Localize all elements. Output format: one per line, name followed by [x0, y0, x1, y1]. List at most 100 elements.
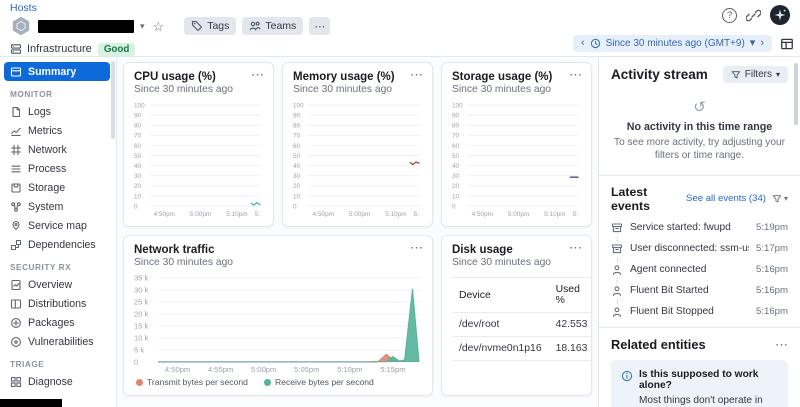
filters-caret-icon: ▾: [775, 70, 780, 79]
svg-text:10: 10: [293, 193, 301, 200]
svg-text:4:55pm: 4:55pm: [208, 365, 233, 374]
sidebar-item-process[interactable]: Process: [4, 159, 110, 178]
overview-icon: [10, 279, 22, 291]
card-menu-icon[interactable]: ⋯: [569, 67, 582, 82]
sidebar-scrollbar[interactable]: [111, 61, 115, 139]
event-row[interactable]: Fluent Bit Started 5:16pm: [611, 285, 788, 297]
svg-text:4:50pm: 4:50pm: [154, 211, 175, 218]
svg-text:5:: 5:: [414, 211, 420, 218]
related-entities-header: Related entities ⋯: [611, 337, 788, 352]
legend-dot: [263, 378, 271, 386]
svg-text:20: 20: [452, 183, 460, 190]
datagrid-icon[interactable]: [780, 37, 794, 51]
host-caret-icon[interactable]: ▾: [140, 20, 145, 31]
info-icon: [621, 370, 633, 382]
cards-grid: CPU usage (%) Since 30 minutes ago ⋯ 0 10…: [123, 62, 592, 396]
sidebar-item-storage[interactable]: Storage: [4, 178, 110, 197]
svg-text:60: 60: [134, 143, 142, 150]
right-panel-scrollbar[interactable]: [794, 63, 798, 125]
disk-table-cell: /dev/nvme0n1p16: [452, 336, 549, 361]
legend-label: Receive bytes per second: [274, 377, 374, 387]
card-subtitle: Since 30 minutes ago: [452, 257, 552, 268]
sidebar-item-diagnose[interactable]: Diagnose: [4, 372, 110, 391]
time-back-icon[interactable]: ‹: [580, 37, 585, 49]
svg-text:50: 50: [452, 153, 460, 160]
share-link-icon[interactable]: [746, 8, 761, 23]
sidebar-item-dependencies[interactable]: Dependencies: [4, 235, 110, 254]
related-more-icon[interactable]: ⋯: [775, 336, 788, 352]
svg-text:30 k: 30 k: [134, 285, 149, 294]
svg-text:70: 70: [293, 133, 301, 140]
svg-text:5:00pm: 5:00pm: [508, 211, 529, 218]
favorite-star-icon[interactable]: ☆: [152, 18, 165, 34]
svg-text:20: 20: [134, 183, 142, 190]
svg-text:0: 0: [293, 203, 297, 210]
filters-label: Filters: [744, 69, 772, 80]
card-menu-icon[interactable]: ⋯: [410, 67, 423, 82]
redacted-bar: [0, 399, 62, 407]
svg-text:5:: 5:: [255, 211, 261, 218]
card-menu-icon[interactable]: ⋯: [251, 67, 264, 82]
sidebar-item-summary[interactable]: Summary: [4, 62, 110, 81]
teams-button[interactable]: Teams: [242, 17, 304, 35]
sidebar-item-vulnerabilities[interactable]: Vulnerabilities: [4, 332, 110, 351]
related-entities-callout: Is this supposed to work alone? Most thi…: [611, 359, 788, 407]
event-row[interactable]: User disconnected: ssm-user 5:17pm: [611, 243, 788, 255]
sidebar: Summary MONITOR Logs Metrics Network Process S…: [0, 57, 117, 407]
event-label: Fluent Bit Stopped: [630, 306, 714, 318]
legend-item[interactable]: Receive bytes per second: [263, 377, 374, 387]
entity-actions: Tags Teams ⋯: [184, 17, 331, 35]
svg-text:40: 40: [293, 163, 301, 170]
time-range-picker[interactable]: ‹ Since 30 minutes ago (GMT+9) ▾ ›: [572, 35, 772, 52]
svg-text:100: 100: [452, 102, 463, 109]
empty-state-title: No activity in this time range: [626, 121, 773, 133]
svg-text:80: 80: [293, 123, 301, 130]
event-row[interactable]: Fluent Bit Stopped 5:16pm: [611, 306, 788, 318]
sidebar-nav: Summary MONITOR Logs Metrics Network Process S…: [4, 62, 110, 407]
help-icon[interactable]: ?: [722, 7, 737, 23]
sidebar-section-header: TRIAGE: [10, 359, 45, 369]
event-row[interactable]: Service started: fwupd 5:19pm: [611, 222, 788, 234]
sidebar-item-label: Network: [28, 143, 67, 156]
time-caret-icon[interactable]: ▾: [749, 37, 756, 49]
svg-text:5:00pm: 5:00pm: [349, 211, 370, 218]
entity-header-row: ▾ ☆ Tags Teams ⋯: [10, 15, 792, 37]
filters-button[interactable]: Filters ▾: [722, 66, 788, 83]
sidebar-item-label: Summary: [28, 65, 77, 78]
card-menu-icon[interactable]: ⋯: [410, 240, 423, 255]
sidebar-item-system[interactable]: System: [4, 197, 110, 216]
sidebar-item-distributions[interactable]: Distributions: [4, 294, 110, 313]
breadcrumb[interactable]: Hosts: [10, 2, 37, 14]
sidebar-item-label: Distributions: [28, 297, 87, 310]
entity-more-button[interactable]: ⋯: [309, 17, 331, 35]
storage-chart: 0 10 20 30 40 50 60 70 80 90 100 4:50pm 5:00pm 5:10pm…: [452, 100, 581, 218]
svg-text:90: 90: [452, 113, 460, 120]
events-filter-button[interactable]: ▾: [772, 194, 788, 204]
clock-icon: [590, 38, 601, 49]
divider: [599, 326, 800, 328]
legend-item[interactable]: Transmit bytes per second: [136, 377, 248, 387]
svg-text:60: 60: [293, 143, 301, 150]
svg-text:80: 80: [134, 123, 142, 130]
card-menu-icon[interactable]: ⋯: [569, 240, 582, 255]
tags-button[interactable]: Tags: [184, 17, 237, 35]
network-chart: 0 5 k 10 k 15 k 20 k 25 k 30 k 35 k 4:50pm 4:55pm…: [134, 273, 422, 374]
sidebar-item-metrics[interactable]: Metrics: [4, 121, 110, 140]
sidebar-section-header: MONITOR: [10, 89, 53, 99]
card-title: Network traffic: [134, 244, 215, 256]
tag-icon: [191, 20, 203, 32]
event-row[interactable]: Agent connected 5:16pm: [611, 264, 788, 276]
sidebar-item-service-map[interactable]: Service map: [4, 216, 110, 235]
card-title: Disk usage: [452, 244, 513, 256]
sidebar-item-overview[interactable]: Overview: [4, 275, 110, 294]
see-all-events-link[interactable]: See all events (34): [685, 193, 766, 205]
svg-text:5:05pm: 5:05pm: [294, 365, 319, 374]
sidebar-item-network[interactable]: Network: [4, 140, 110, 159]
user-avatar[interactable]: [770, 5, 790, 25]
sidebar-item-logs[interactable]: Logs: [4, 102, 110, 121]
related-entities-title: Related entities: [611, 336, 706, 352]
sidebar-item-packages[interactable]: Packages: [4, 313, 110, 332]
time-forward-icon[interactable]: ›: [760, 37, 764, 49]
entity-meta-row: Infrastructure Good: [10, 40, 792, 58]
